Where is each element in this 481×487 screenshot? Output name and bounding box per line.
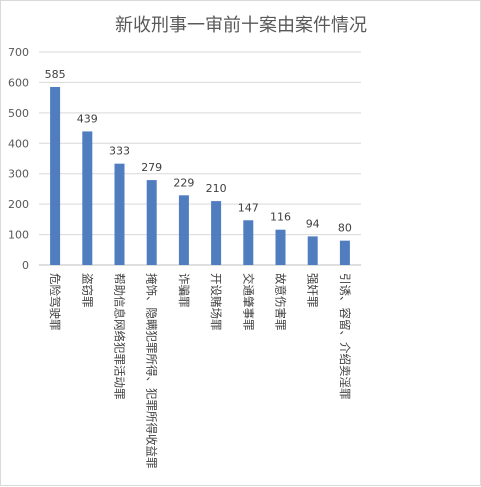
category-label: 帮助信息网络犯罪活动罪 — [113, 273, 127, 400]
bar — [339, 240, 350, 265]
category-label: 掩饰、隐瞒犯罪所得、犯罪所得收益罪 — [145, 273, 159, 469]
bar — [307, 236, 318, 265]
y-axis-ticks: 0 100 200 300 400 500 600 700 — [8, 46, 29, 272]
y-tick-label: 0 — [22, 259, 29, 272]
data-labels: 585 439 333 279 229 210 147 116 94 80 — [45, 68, 352, 235]
category-label: 开设赌场罪 — [209, 273, 223, 331]
y-tick-label: 300 — [8, 168, 29, 181]
data-label: 210 — [206, 182, 227, 195]
category-label: 盗窃罪 — [80, 273, 94, 308]
bar — [243, 220, 254, 265]
gridlines — [39, 51, 361, 266]
data-label: 333 — [109, 145, 130, 158]
category-label: 交通肇事罪 — [241, 273, 255, 331]
data-label: 229 — [173, 176, 194, 189]
y-tick-label: 500 — [8, 107, 29, 120]
bar — [178, 195, 189, 265]
bar — [211, 201, 222, 265]
y-tick-label: 100 — [8, 229, 29, 242]
data-label: 116 — [270, 211, 291, 224]
bar — [82, 131, 93, 265]
bars — [50, 86, 350, 265]
bar — [275, 229, 286, 265]
data-label: 439 — [77, 112, 98, 125]
category-labels: 危险驾驶罪 盗窃罪 帮助信息网络犯罪活动罪 掩饰、隐瞒犯罪所得、犯罪所得收益罪 诈骗罪 开… — [48, 273, 352, 469]
category-label: 诈骗罪 — [177, 273, 191, 308]
data-label: 279 — [141, 161, 162, 174]
y-tick-label: 600 — [8, 76, 29, 89]
chart-title: 新收刑事一审前十案由案件情况 — [115, 15, 367, 36]
data-label: 80 — [338, 222, 352, 235]
data-label: 94 — [306, 217, 320, 230]
data-label: 585 — [45, 68, 66, 81]
bar — [146, 180, 157, 265]
y-tick-label: 400 — [8, 137, 29, 150]
bar — [114, 163, 125, 265]
category-label: 强奸罪 — [306, 273, 320, 308]
category-label: 故意伤害罪 — [274, 273, 288, 331]
category-label: 危险驾驶罪 — [48, 273, 62, 331]
data-label: 147 — [238, 201, 259, 214]
y-tick-label: 700 — [8, 46, 29, 59]
bar — [50, 86, 61, 265]
y-tick-label: 200 — [8, 198, 29, 211]
category-label: 引诱、容留、介绍卖淫罪 — [338, 273, 352, 400]
